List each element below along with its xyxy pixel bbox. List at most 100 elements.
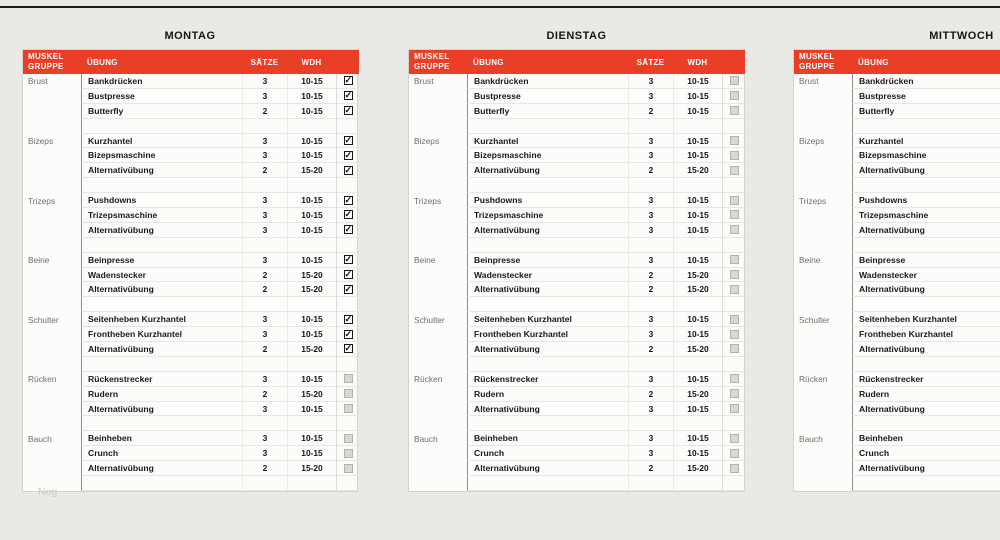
exercise-checkbox-checked[interactable]: ✓ bbox=[343, 149, 353, 160]
exercise-name: Rückenstrecker bbox=[81, 371, 242, 387]
spacer-cell bbox=[287, 178, 336, 194]
exercise-checkbox-unchecked[interactable] bbox=[343, 448, 353, 458]
exercise-name: Seitenheben Kurzhantel bbox=[81, 312, 242, 328]
exercise-checkbox-checked[interactable]: ✓ bbox=[343, 254, 353, 265]
muscle-group-label bbox=[409, 387, 467, 402]
exercise-checkbox-unchecked[interactable] bbox=[729, 433, 739, 443]
sets-value: 3 bbox=[628, 446, 673, 462]
exercise-checkbox-unchecked[interactable] bbox=[729, 195, 739, 205]
exercise-checkbox-unchecked[interactable] bbox=[343, 374, 353, 384]
muscle-group-label bbox=[23, 148, 81, 163]
exercise-checkbox-unchecked[interactable] bbox=[729, 448, 739, 458]
exercise-checkbox-checked[interactable]: ✓ bbox=[343, 283, 353, 294]
reps-value: 10-15 bbox=[673, 222, 722, 238]
exercise-checkbox-checked[interactable]: ✓ bbox=[343, 135, 353, 145]
exercise-checkbox-unchecked[interactable] bbox=[729, 76, 739, 86]
muscle-group-label: Schulter bbox=[414, 314, 445, 325]
exercise-checkbox-unchecked[interactable] bbox=[729, 374, 739, 384]
exercise-checkbox-checked[interactable]: ✓ bbox=[343, 105, 353, 116]
column-header-reps: WDH bbox=[673, 50, 722, 74]
sets-value: 3 bbox=[628, 208, 673, 223]
exercise-name: Bustpresse bbox=[467, 88, 628, 104]
spacer-cell bbox=[722, 297, 745, 313]
sets-value: 2 bbox=[628, 282, 673, 298]
exercise-checkbox-checked[interactable]: ✓ bbox=[343, 313, 353, 324]
column-header-sets: SÄTZE bbox=[628, 50, 673, 74]
day-title-mittwoch: MITTWOCH bbox=[929, 30, 994, 42]
exercise-checkbox-checked[interactable]: ✓ bbox=[343, 209, 353, 220]
sets-value: 3 bbox=[628, 431, 673, 447]
exercise-name: Alternativübung bbox=[467, 342, 628, 357]
exercise-checkbox-unchecked[interactable] bbox=[729, 314, 739, 324]
spacer-cell bbox=[23, 238, 81, 253]
muscle-group-label bbox=[794, 163, 852, 178]
checkbox-cell bbox=[722, 208, 745, 223]
reps-value: 10-15 bbox=[673, 327, 722, 343]
exercise-checkbox-unchecked[interactable] bbox=[729, 344, 739, 354]
exercise-checkbox-unchecked[interactable] bbox=[729, 150, 739, 160]
muscle-group-label: Brust bbox=[28, 76, 48, 87]
day-title-dienstag: DIENSTAG bbox=[546, 30, 607, 42]
exercise-checkbox-unchecked[interactable] bbox=[729, 389, 739, 399]
reps-value: 15-20 bbox=[287, 386, 336, 402]
exercise-name: Alternativübung bbox=[467, 282, 628, 298]
sets-value: 3 bbox=[242, 74, 287, 89]
spacer-cell bbox=[242, 178, 287, 194]
exercise-checkbox-unchecked[interactable] bbox=[343, 433, 353, 443]
muscle-group-label bbox=[794, 223, 852, 238]
spacer-cell bbox=[722, 356, 745, 372]
spacer-cell bbox=[81, 237, 242, 253]
reps-value: 15-20 bbox=[287, 163, 336, 179]
exercise-checkbox-checked[interactable]: ✓ bbox=[343, 164, 353, 175]
muscle-group-label bbox=[794, 148, 852, 163]
spacer-cell bbox=[242, 356, 287, 372]
muscle-group-label: Brust bbox=[414, 76, 434, 87]
muscle-group-label bbox=[794, 446, 852, 461]
muscle-group-label: Rücken bbox=[799, 374, 828, 385]
exercise-checkbox-checked[interactable]: ✓ bbox=[343, 328, 353, 339]
spacer-cell bbox=[242, 118, 287, 134]
column-header-exercise: ÜBUNG bbox=[852, 50, 1000, 74]
exercise-checkbox-unchecked[interactable] bbox=[729, 404, 739, 414]
exercise-checkbox-unchecked[interactable] bbox=[729, 165, 739, 175]
sets-value: 3 bbox=[242, 222, 287, 238]
spacer-cell bbox=[242, 416, 287, 432]
exercise-checkbox-checked[interactable]: ✓ bbox=[343, 343, 353, 354]
exercise-checkbox-checked[interactable]: ✓ bbox=[343, 194, 353, 205]
spacer-cell bbox=[794, 238, 852, 253]
spacer-cell bbox=[242, 476, 287, 491]
column-header-exercise: ÜBUNG bbox=[81, 50, 242, 74]
muscle-group-label: Trizeps bbox=[799, 195, 827, 206]
spacer-cell bbox=[81, 356, 242, 372]
spacer-cell bbox=[287, 297, 336, 313]
workout-table-montag: MUSKEL GRUPPE ÜBUNG SÄTZE WDH Brust Bankdrück… bbox=[22, 49, 359, 492]
spacer-cell bbox=[467, 178, 628, 194]
exercise-name: Alternativübung bbox=[467, 401, 628, 417]
exercise-checkbox-unchecked[interactable] bbox=[729, 91, 739, 101]
exercise-checkbox-checked[interactable]: ✓ bbox=[343, 224, 353, 235]
exercise-checkbox-unchecked[interactable] bbox=[729, 106, 739, 116]
exercise-checkbox-unchecked[interactable] bbox=[729, 329, 739, 339]
exercise-name: Alternativübung bbox=[852, 163, 1000, 179]
exercise-checkbox-unchecked[interactable] bbox=[729, 284, 739, 294]
exercise-checkbox-unchecked[interactable] bbox=[343, 463, 353, 473]
exercise-checkbox-unchecked[interactable] bbox=[729, 210, 739, 220]
exercise-checkbox-unchecked[interactable] bbox=[343, 389, 353, 399]
exercise-checkbox-checked[interactable]: ✓ bbox=[343, 75, 353, 86]
exercise-checkbox-unchecked[interactable] bbox=[343, 404, 353, 414]
exercise-checkbox-unchecked[interactable] bbox=[729, 136, 739, 145]
checkbox-cell bbox=[722, 222, 745, 238]
exercise-checkbox-unchecked[interactable] bbox=[729, 270, 739, 280]
spacer-cell bbox=[409, 119, 467, 134]
spacer-cell bbox=[628, 118, 673, 134]
exercise-checkbox-unchecked[interactable] bbox=[729, 463, 739, 473]
exercise-checkbox-checked[interactable]: ✓ bbox=[343, 269, 353, 280]
spacer-cell bbox=[242, 297, 287, 313]
checkbox-cell bbox=[722, 386, 745, 402]
checkbox-cell bbox=[336, 431, 359, 447]
spacer-cell bbox=[673, 416, 722, 432]
exercise-checkbox-checked[interactable]: ✓ bbox=[343, 90, 353, 101]
exercise-checkbox-unchecked[interactable] bbox=[729, 255, 739, 265]
checkbox-cell bbox=[722, 267, 745, 283]
exercise-checkbox-unchecked[interactable] bbox=[729, 225, 739, 235]
